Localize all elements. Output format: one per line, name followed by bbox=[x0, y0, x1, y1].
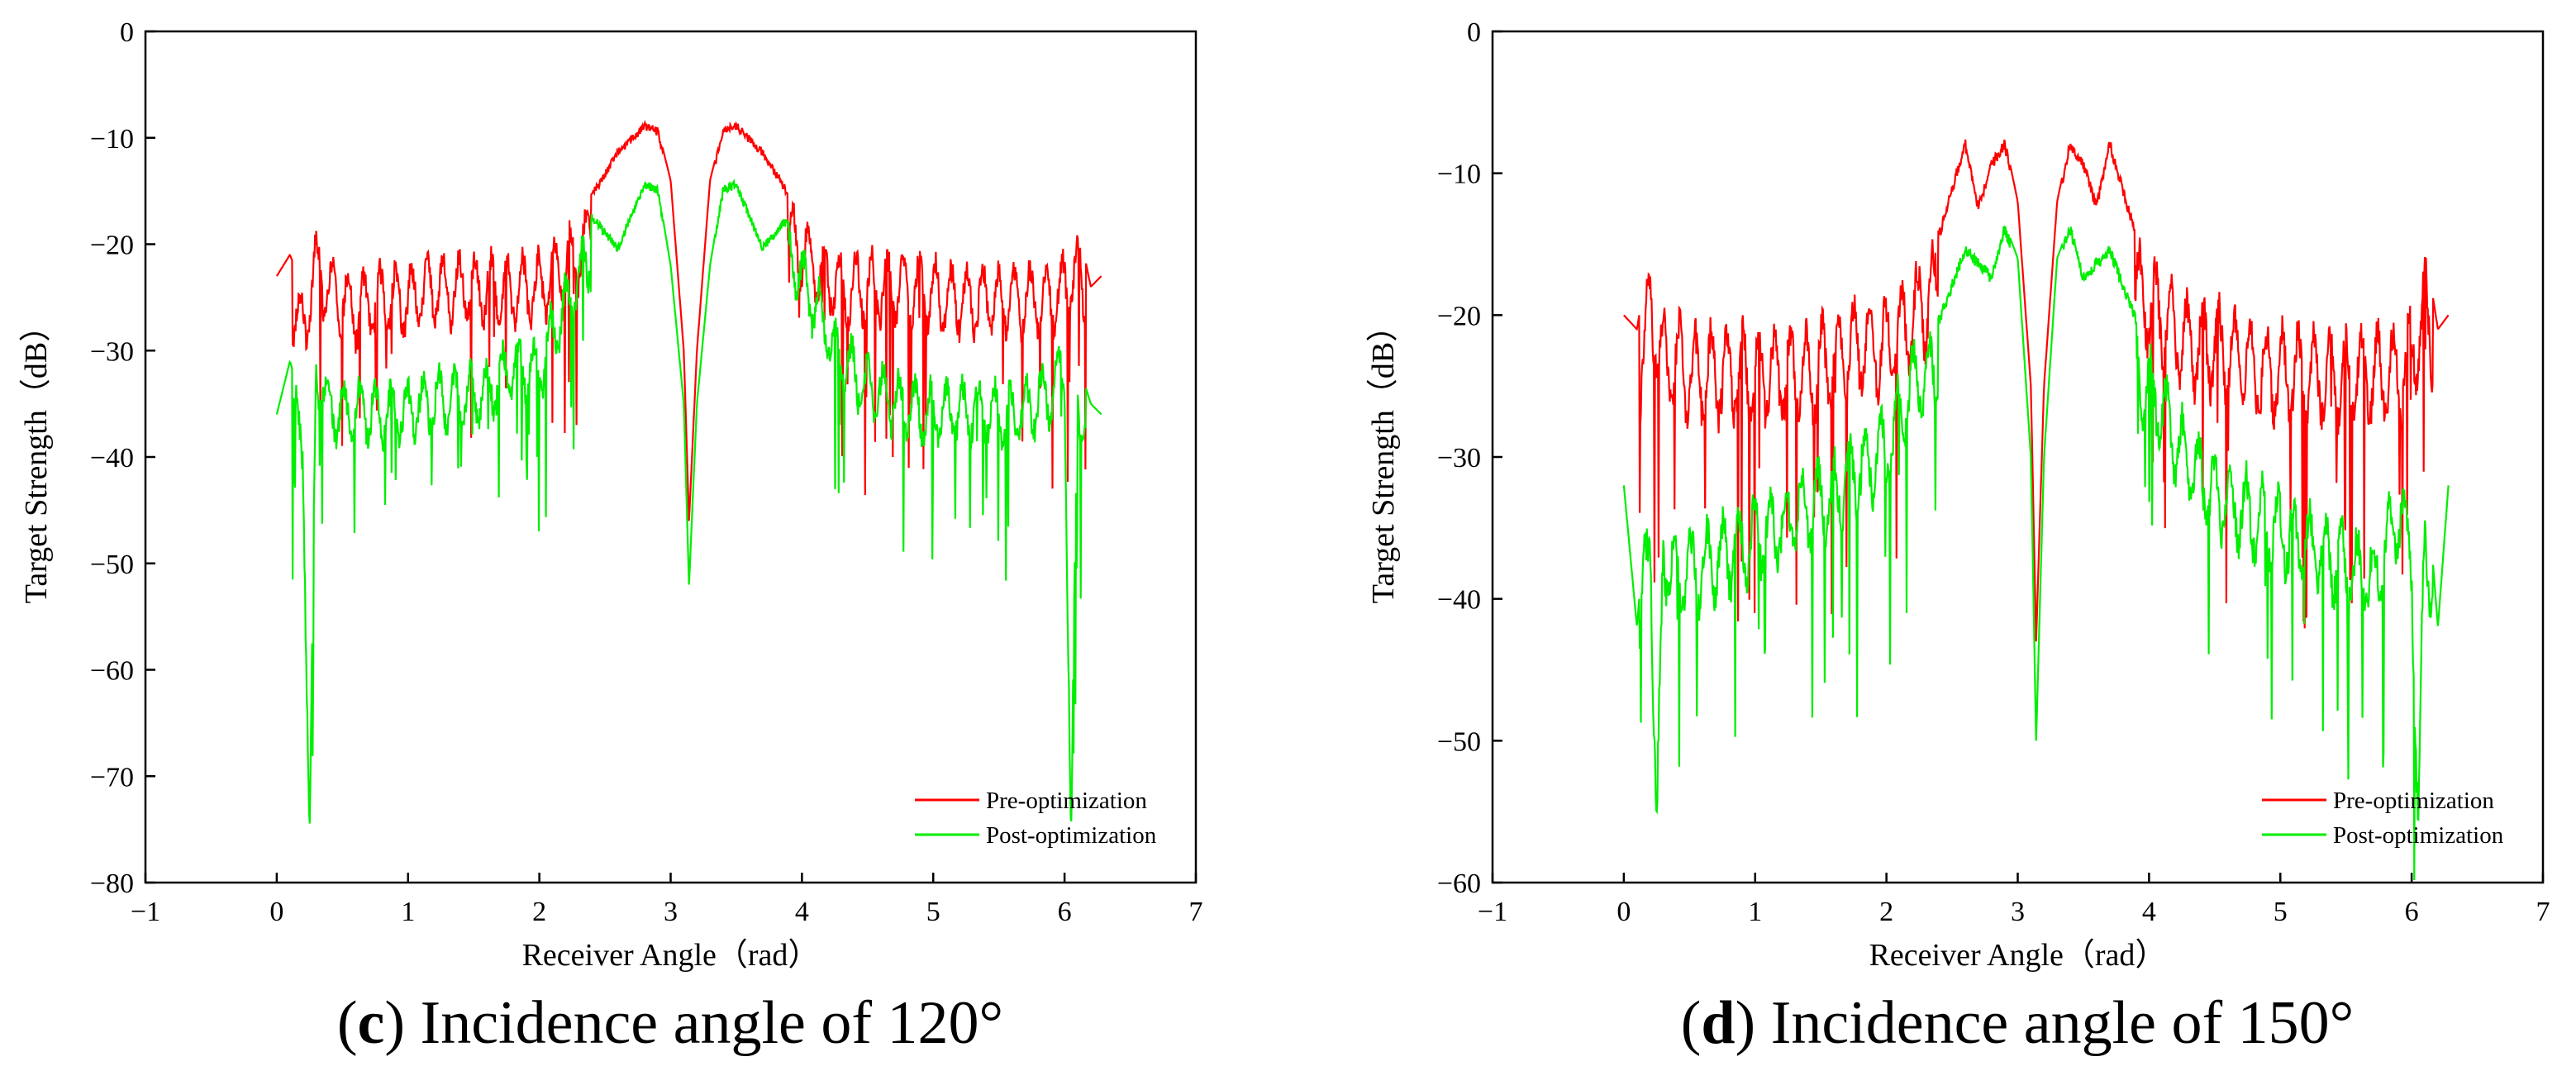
y-tick-label: 0 bbox=[120, 17, 134, 48]
y-tick-label: −30 bbox=[1437, 443, 1481, 474]
x-tick-label: 1 bbox=[401, 897, 415, 927]
x-tick-label: 1 bbox=[1748, 897, 1762, 927]
y-tick-label: −50 bbox=[90, 550, 134, 580]
caption-text: Incidence angle of 120° bbox=[405, 989, 1003, 1057]
x-tick-label: −1 bbox=[131, 897, 160, 927]
series-line-pre-optimization bbox=[275, 119, 1102, 521]
y-tick-label: −70 bbox=[90, 762, 134, 793]
x-tick-label: 5 bbox=[2274, 897, 2288, 927]
x-tick-label: 0 bbox=[1617, 897, 1631, 927]
y-tick-label: −60 bbox=[1437, 869, 1481, 899]
caption-open-paren: ( bbox=[1681, 989, 1702, 1057]
caption-text: Incidence angle of 150° bbox=[1755, 989, 2354, 1057]
legend-label: Pre-optimization bbox=[986, 788, 1147, 814]
x-tick-label: 0 bbox=[269, 897, 283, 927]
legend-label: Pre-optimization bbox=[2333, 788, 2494, 814]
y-axis-title: Target Strength（dB） bbox=[19, 311, 54, 603]
panel-c-chart: −1 0 1 2 3 4 5 6 70−10−20−30−40−50−60−70−80Recei… bbox=[19, 17, 1203, 1057]
x-tick-label: 4 bbox=[795, 897, 809, 927]
y-tick-label: 0 bbox=[1467, 17, 1481, 48]
x-tick-label: 7 bbox=[2536, 897, 2550, 927]
y-tick-label: −10 bbox=[90, 124, 134, 155]
y-tick-label: −20 bbox=[1437, 301, 1481, 331]
x-tick-label: 3 bbox=[2011, 897, 2025, 927]
x-tick-label: 6 bbox=[1058, 897, 1072, 927]
y-tick-label: −30 bbox=[90, 336, 134, 367]
x-tick-label: 5 bbox=[926, 897, 940, 927]
x-tick-label: −1 bbox=[1478, 897, 1507, 927]
y-tick-label: −40 bbox=[90, 443, 134, 474]
series-line-post-optimization bbox=[275, 178, 1102, 824]
y-tick-label: −50 bbox=[1437, 726, 1481, 757]
y-axis-title: Target Strength（dB） bbox=[1366, 311, 1401, 603]
y-tick-label: −20 bbox=[90, 231, 134, 261]
caption-close-paren: ) bbox=[384, 989, 405, 1057]
panel-caption: (d) Incidence angle of 150° bbox=[1681, 989, 2355, 1057]
x-axis-title: Receiver Angle（rad） bbox=[522, 938, 820, 973]
caption-letter: d bbox=[1701, 989, 1735, 1057]
caption-open-paren: ( bbox=[337, 989, 358, 1057]
caption-letter: c bbox=[358, 989, 385, 1057]
y-tick-label: −40 bbox=[1437, 585, 1481, 616]
caption-close-paren: ) bbox=[1736, 989, 1756, 1057]
y-tick-label: −10 bbox=[1437, 159, 1481, 190]
x-tick-label: 6 bbox=[2405, 897, 2419, 927]
x-tick-label: 3 bbox=[664, 897, 678, 927]
series-line-pre-optimization bbox=[1623, 139, 2450, 642]
legend-label: Post-optimization bbox=[986, 822, 1157, 849]
x-tick-label: 2 bbox=[532, 897, 546, 927]
x-tick-label: 7 bbox=[1189, 897, 1203, 927]
y-tick-label: −80 bbox=[90, 869, 134, 899]
y-tick-label: −60 bbox=[90, 656, 134, 687]
x-tick-label: 4 bbox=[2142, 897, 2156, 927]
legend-label: Post-optimization bbox=[2333, 822, 2504, 849]
x-tick-label: 2 bbox=[1879, 897, 1893, 927]
x-axis-title: Receiver Angle（rad） bbox=[1869, 938, 2167, 973]
series-line-post-optimization bbox=[1622, 225, 2450, 881]
panel-caption: (c) Incidence angle of 120° bbox=[337, 989, 1003, 1057]
